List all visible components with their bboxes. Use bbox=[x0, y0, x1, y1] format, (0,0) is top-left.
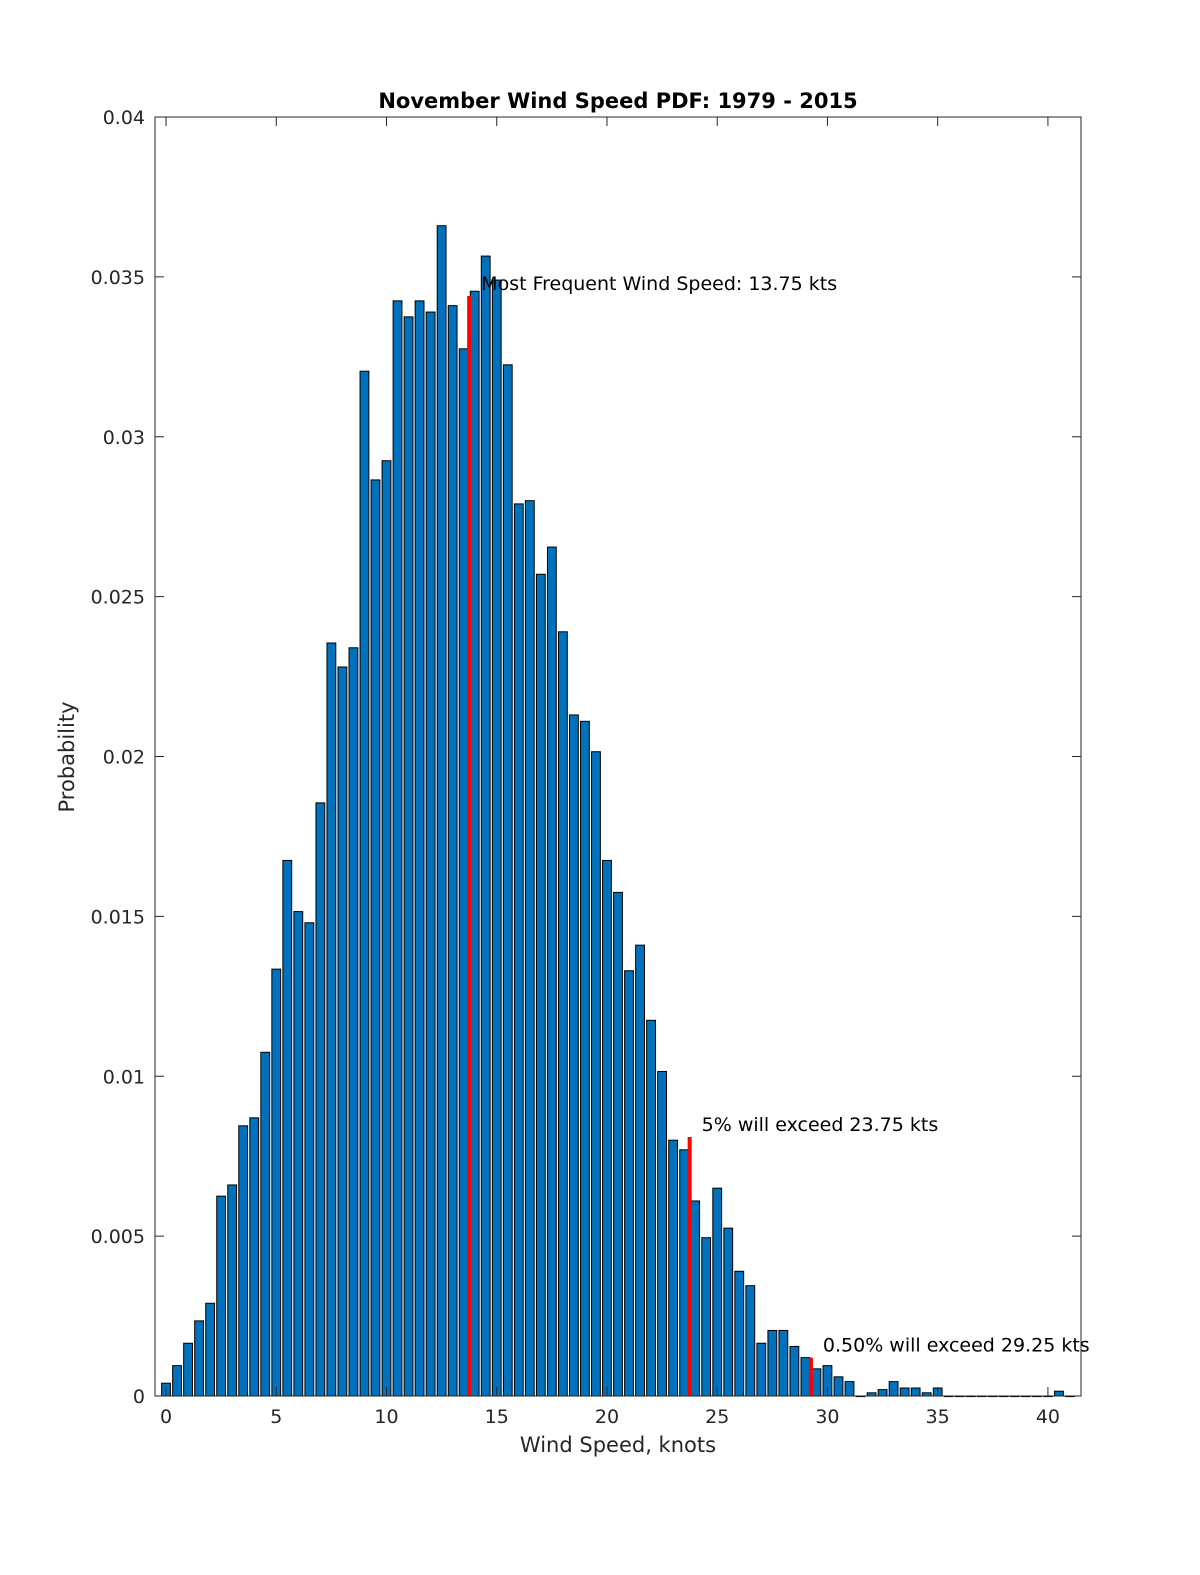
bar bbox=[745, 1285, 756, 1397]
x-axis-label: Wind Speed, knots bbox=[520, 1433, 716, 1457]
bar bbox=[403, 316, 414, 1397]
bar bbox=[613, 891, 623, 1397]
bar bbox=[668, 1139, 679, 1397]
bar bbox=[370, 479, 381, 1397]
bar bbox=[568, 714, 579, 1397]
x-tick-label: 15 bbox=[485, 1406, 509, 1428]
y-tick-label: 0.015 bbox=[91, 906, 145, 928]
y-tick-label: 0.025 bbox=[91, 587, 145, 609]
x-tick-label: 30 bbox=[815, 1406, 839, 1428]
bar bbox=[546, 546, 557, 1397]
bar bbox=[591, 751, 601, 1397]
bar bbox=[392, 300, 403, 1397]
bar bbox=[205, 1302, 216, 1397]
marker-annotation: 0.50% will exceed 29.25 kts bbox=[823, 1335, 1090, 1357]
bar bbox=[414, 300, 425, 1397]
bar bbox=[679, 1149, 690, 1397]
bar bbox=[194, 1320, 205, 1397]
bar bbox=[635, 944, 645, 1397]
bar bbox=[789, 1345, 800, 1397]
bar bbox=[513, 503, 524, 1397]
bar bbox=[734, 1270, 745, 1397]
bar bbox=[315, 802, 326, 1397]
bar bbox=[833, 1376, 844, 1397]
bar bbox=[458, 348, 469, 1397]
bar bbox=[690, 1200, 701, 1397]
bar bbox=[381, 460, 392, 1397]
bar bbox=[183, 1342, 193, 1397]
bar bbox=[535, 573, 546, 1397]
bar bbox=[480, 255, 491, 1397]
y-tick-label: 0.035 bbox=[91, 267, 145, 289]
bar bbox=[447, 305, 458, 1397]
bar bbox=[899, 1387, 910, 1397]
bar bbox=[602, 859, 612, 1397]
bar bbox=[557, 631, 568, 1397]
y-tick-label: 0.03 bbox=[103, 427, 145, 449]
bar bbox=[436, 225, 447, 1397]
bar bbox=[337, 666, 348, 1397]
bar bbox=[646, 1019, 656, 1397]
bar bbox=[756, 1342, 767, 1397]
y-axis-label: Probability bbox=[55, 701, 79, 812]
bar bbox=[172, 1365, 182, 1397]
bar bbox=[844, 1381, 855, 1397]
bar bbox=[580, 720, 590, 1397]
bar bbox=[524, 500, 535, 1397]
marker-annotation: 5% will exceed 23.75 kts bbox=[702, 1114, 939, 1136]
x-tick-label: 20 bbox=[595, 1406, 619, 1428]
y-tick-label: 0.005 bbox=[91, 1226, 145, 1248]
bar bbox=[282, 859, 293, 1397]
y-tick-label: 0.02 bbox=[103, 747, 145, 769]
bar bbox=[877, 1389, 888, 1397]
bar bbox=[491, 279, 502, 1397]
bar bbox=[888, 1381, 899, 1397]
bar bbox=[326, 642, 337, 1397]
bar bbox=[910, 1387, 921, 1397]
bar bbox=[238, 1125, 249, 1397]
bar bbox=[425, 311, 436, 1397]
bar bbox=[712, 1187, 723, 1397]
bar bbox=[624, 970, 634, 1397]
bar bbox=[271, 968, 282, 1397]
bar bbox=[800, 1357, 811, 1397]
x-tick-label: 0 bbox=[160, 1406, 172, 1428]
marker-annotation: Most Frequent Wind Speed: 13.75 kts bbox=[481, 273, 837, 295]
bar bbox=[657, 1070, 668, 1397]
bar bbox=[1054, 1390, 1064, 1397]
bar bbox=[767, 1329, 778, 1397]
x-tick-label: 40 bbox=[1036, 1406, 1060, 1428]
bar bbox=[469, 290, 480, 1397]
bar bbox=[216, 1195, 227, 1397]
markers-group: Most Frequent Wind Speed: 13.75 kts 5% wi… bbox=[467, 273, 1090, 1396]
chart-title: November Wind Speed PDF: 1979 - 2015 bbox=[378, 89, 857, 113]
bar bbox=[260, 1051, 271, 1397]
bar bbox=[723, 1227, 734, 1397]
x-tick-label: 35 bbox=[926, 1406, 950, 1428]
bar bbox=[778, 1329, 789, 1397]
bar bbox=[227, 1184, 238, 1397]
bar bbox=[293, 911, 304, 1397]
y-tick-label: 0.01 bbox=[103, 1066, 145, 1088]
bar bbox=[348, 647, 359, 1397]
bar bbox=[502, 364, 513, 1397]
bar bbox=[249, 1117, 260, 1397]
bar bbox=[304, 922, 315, 1397]
y-tick-label: 0.04 bbox=[103, 107, 145, 129]
x-tick-label: 5 bbox=[270, 1406, 282, 1428]
bars-group bbox=[161, 225, 1075, 1398]
y-tick-label: 0 bbox=[133, 1386, 145, 1408]
bar bbox=[701, 1237, 712, 1397]
axes-group: 0 5 10 15 20 25 30 35 40 0 0.005 0.01 0.015 0.02 0.025… bbox=[91, 107, 1082, 1428]
x-tick-label: 25 bbox=[705, 1406, 729, 1428]
x-tick-label: 10 bbox=[374, 1406, 398, 1428]
bar bbox=[359, 370, 370, 1397]
bar bbox=[811, 1368, 822, 1397]
